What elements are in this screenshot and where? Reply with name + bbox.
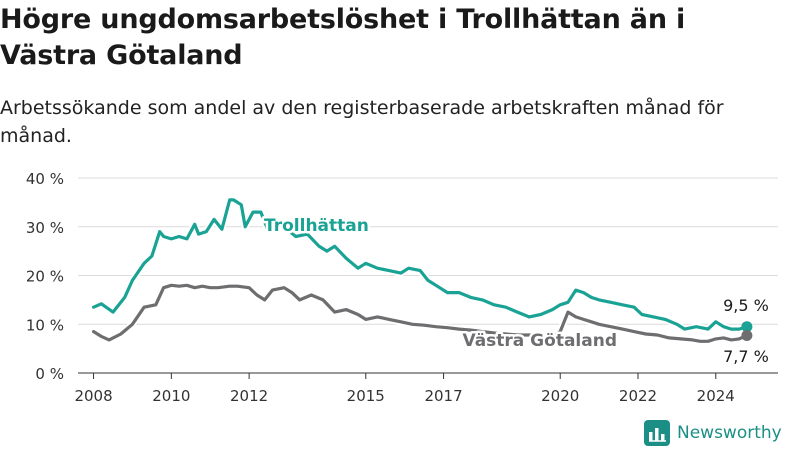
series-end-point (741, 321, 753, 333)
x-tick-label: 2010 (152, 387, 190, 405)
x-tick-label: 2024 (697, 387, 735, 405)
x-tick-label: 2012 (230, 387, 268, 405)
end-value-label: 9,5 % (723, 296, 769, 315)
end-value-label: 7,7 % (723, 347, 769, 366)
x-tick-label: 2020 (541, 387, 579, 405)
series-line-halo (92, 196, 748, 333)
series-label-trollhattan-halo: Trollhättan (264, 216, 369, 236)
series-label-trollhattan: Trollhättan (264, 216, 369, 236)
x-tick-label: 2015 (347, 387, 385, 405)
x-tick-label: 2008 (74, 387, 112, 405)
bar-chart-logo-icon (644, 420, 670, 446)
end-value-label-halo: 9,5 % (723, 296, 769, 315)
x-tick-label: 2022 (619, 387, 657, 405)
newsworthy-logo[interactable]: Newsworthy (644, 418, 782, 448)
x-tick-label: 2017 (424, 387, 462, 405)
series-label-vastra-gotaland-halo: Västra Götaland (462, 331, 617, 351)
y-tick-label: 30 % (26, 219, 64, 237)
y-tick-label: 10 % (26, 316, 64, 334)
end-value-label-halo: 7,7 % (723, 347, 769, 366)
chart-subtitle: Arbetssökande som andel av den registerb… (0, 97, 724, 147)
chart-title: Högre ungdomsarbetslöshet i Trollhättan … (0, 4, 686, 71)
series-end-point (741, 329, 753, 341)
y-tick-label: 0 % (35, 365, 64, 383)
series-label-vastra-gotaland: Västra Götaland (462, 331, 617, 351)
x-axis: 2008 2010 2012 2015 2017 2020 2022 2024 (74, 372, 778, 405)
series-lines (91, 196, 753, 345)
y-tick-label: 20 % (26, 268, 64, 286)
grid-lines (78, 177, 778, 325)
y-axis-ticks: 0 % 10 % 20 % 30 % 40 % (26, 170, 64, 383)
brand-name: Newsworthy (677, 423, 782, 443)
y-tick-label: 40 % (26, 170, 64, 188)
series-line (92, 198, 749, 331)
series-line (92, 283, 749, 343)
